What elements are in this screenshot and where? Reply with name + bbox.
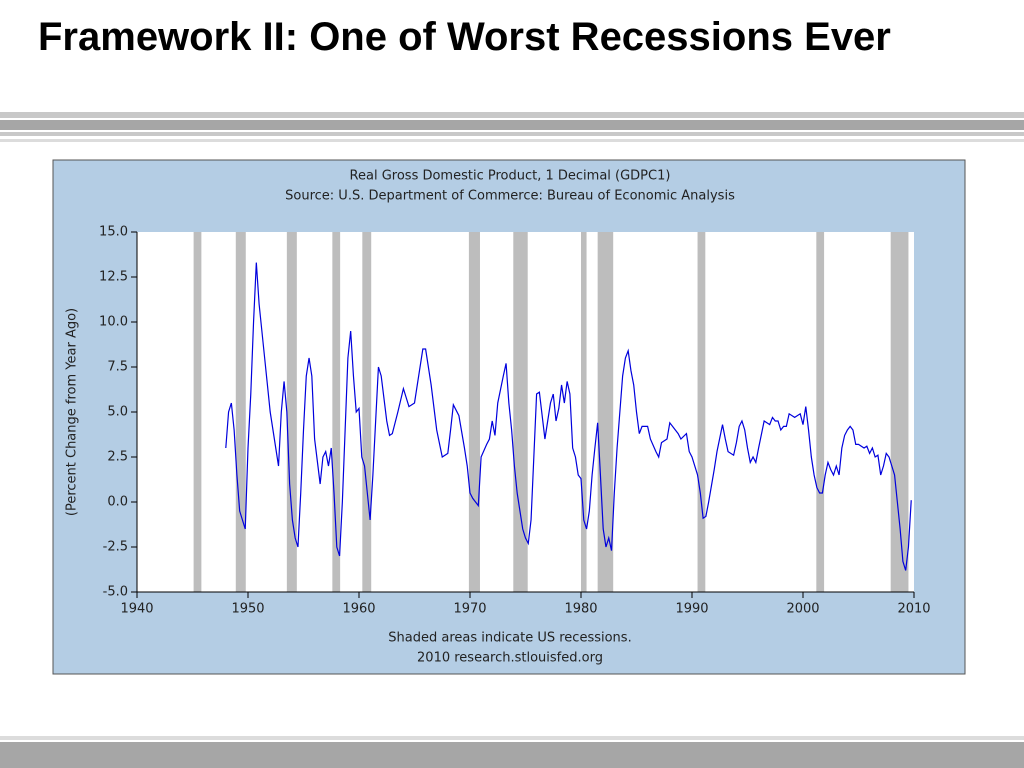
y-tick-label: -5.0 bbox=[103, 585, 128, 600]
x-tick-label: 1950 bbox=[231, 602, 264, 617]
chart-title: Real Gross Domestic Product, 1 Decimal (… bbox=[350, 169, 671, 184]
y-tick-label: 0.0 bbox=[107, 495, 128, 510]
x-tick-label: 1940 bbox=[120, 602, 153, 617]
recession-band bbox=[235, 232, 246, 592]
y-tick-label: -2.5 bbox=[103, 540, 128, 555]
x-tick-label: 2000 bbox=[786, 602, 819, 617]
recession-band bbox=[513, 232, 528, 592]
recession-band bbox=[286, 232, 297, 592]
slide-title: Framework II: One of Worst Recessions Ev… bbox=[38, 15, 891, 59]
recession-band bbox=[581, 232, 587, 592]
recession-band bbox=[332, 232, 341, 592]
rule bbox=[0, 742, 1024, 768]
rule bbox=[0, 132, 1024, 136]
recession-band bbox=[193, 232, 202, 592]
rule bbox=[0, 120, 1024, 130]
data-line bbox=[225, 262, 912, 571]
y-tick-label: 7.5 bbox=[107, 360, 128, 375]
y-tick-label: 15.0 bbox=[99, 225, 128, 240]
y-axis-label: (Percent Change from Year Ago) bbox=[65, 308, 80, 516]
annotation: Shaded areas indicate US recessions. bbox=[388, 631, 631, 646]
y-tick-label: 12.5 bbox=[99, 270, 128, 285]
chart-subtitle: Source: U.S. Department of Commerce: Bur… bbox=[285, 189, 735, 204]
rule bbox=[0, 736, 1024, 740]
recession-band bbox=[597, 232, 614, 592]
x-tick-label: 1980 bbox=[564, 602, 597, 617]
recession-band bbox=[816, 232, 825, 592]
recession-band bbox=[468, 232, 480, 592]
rule bbox=[0, 112, 1024, 118]
x-tick-label: 1960 bbox=[342, 602, 375, 617]
y-tick-label: 5.0 bbox=[107, 405, 128, 420]
recession-band bbox=[362, 232, 372, 592]
rule bbox=[0, 139, 1024, 142]
recession-band bbox=[890, 232, 909, 592]
x-tick-label: 2010 bbox=[897, 602, 930, 617]
x-tick-label: 1970 bbox=[453, 602, 486, 617]
recession-band bbox=[697, 232, 706, 592]
y-tick-label: 10.0 bbox=[99, 315, 128, 330]
x-tick-label: 1990 bbox=[675, 602, 708, 617]
y-tick-label: 2.5 bbox=[107, 450, 128, 465]
annotation: 2010 research.stlouisfed.org bbox=[417, 651, 603, 666]
